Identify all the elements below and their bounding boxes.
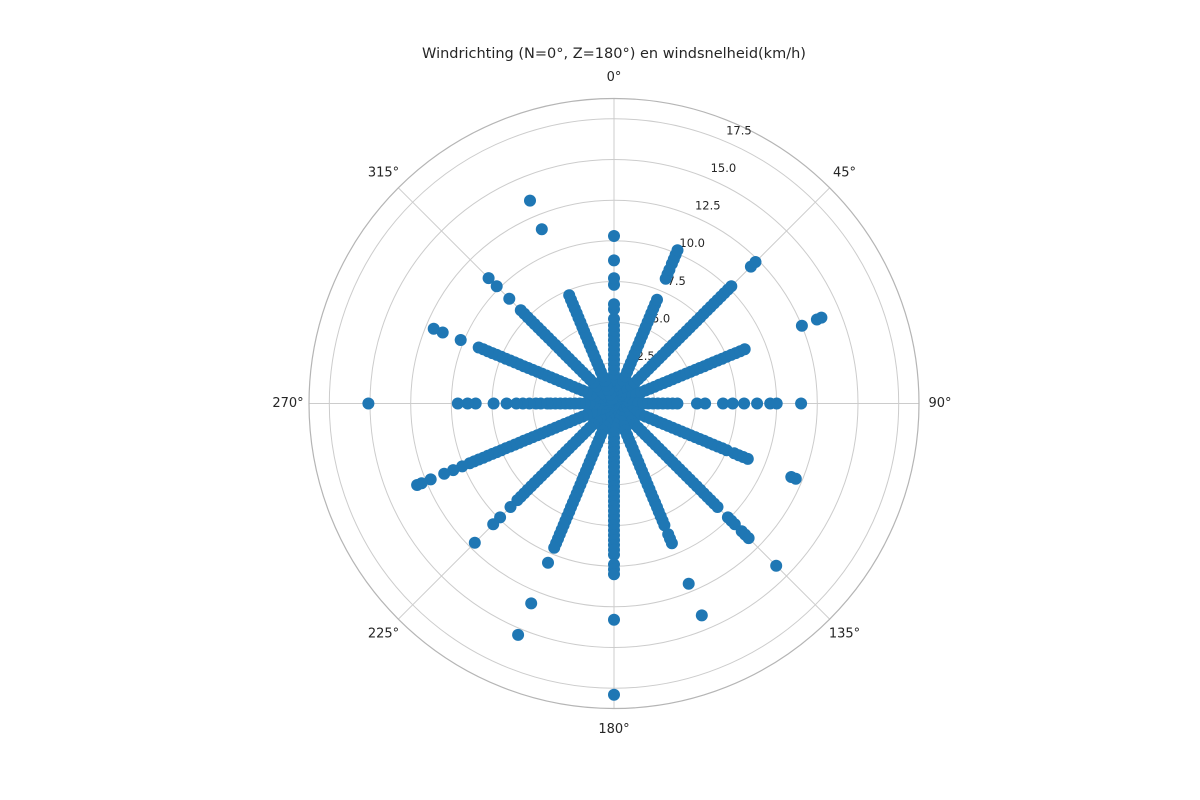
data-point [548, 541, 561, 554]
data-point [510, 397, 523, 410]
data-point [738, 343, 751, 356]
data-point [726, 397, 739, 410]
radial-tick-label: 12.5 [695, 199, 721, 213]
data-point [795, 397, 808, 410]
data-point [535, 223, 548, 236]
theta-tick-label: 0° [607, 70, 622, 85]
data-point [525, 597, 538, 610]
chart-title: Windrichting (N=0°, Z=180°) en windsnelh… [422, 46, 806, 62]
data-point [563, 289, 576, 302]
theta-tick-label: 180° [598, 722, 629, 737]
data-point [608, 688, 620, 701]
data-point [514, 304, 527, 317]
data-point [789, 472, 802, 485]
data-point [608, 272, 620, 285]
data-point [751, 397, 764, 410]
data-point [717, 397, 729, 410]
theta-tick-label: 135° [829, 627, 860, 642]
radial-tick-label: 10.0 [679, 236, 705, 250]
data-point [454, 334, 467, 346]
theta-tick-label: 315° [368, 166, 399, 181]
data-point [490, 280, 503, 293]
data-point [500, 397, 513, 410]
data-point [427, 322, 440, 335]
data-point [472, 341, 485, 354]
data-point [447, 464, 460, 477]
data-point [671, 244, 684, 257]
data-point [436, 326, 449, 339]
radial-tick-label: 17.5 [726, 124, 752, 138]
data-point [749, 256, 762, 268]
data-point [451, 397, 464, 410]
data-point [608, 312, 620, 325]
data-point [738, 397, 751, 410]
data-point [795, 319, 808, 332]
data-point [608, 568, 620, 581]
data-point [741, 452, 754, 465]
theta-tick-label: 45° [833, 166, 856, 181]
data-point [504, 501, 517, 513]
data-point [608, 548, 620, 561]
data-point [424, 473, 437, 486]
data-point [411, 479, 424, 491]
radial-gridline [410, 199, 818, 608]
data-point [456, 460, 469, 473]
data-point [503, 292, 516, 305]
data-point [512, 628, 525, 641]
data-point [608, 298, 620, 311]
theta-tick-label: 90° [928, 396, 951, 411]
radial-tick-label: 15.0 [711, 161, 737, 175]
data-point [651, 293, 663, 306]
radial-gridline [328, 118, 900, 689]
data-point [487, 397, 500, 410]
data-point [461, 397, 474, 410]
data-point [524, 194, 536, 207]
data-point [699, 397, 712, 410]
data-point [770, 559, 783, 572]
data-point [482, 272, 495, 285]
outer-ring [308, 97, 920, 710]
data-point [608, 613, 620, 626]
data-point [608, 230, 620, 242]
data-point [487, 518, 500, 531]
data-point [658, 519, 671, 532]
theta-tick-label: 270° [272, 396, 303, 411]
data-point [671, 397, 684, 410]
theta-tick-label: 225° [368, 627, 399, 642]
data-point [542, 556, 554, 569]
data-point [695, 609, 708, 622]
data-point [711, 501, 724, 513]
data-point [742, 532, 755, 545]
data-point [468, 536, 481, 549]
data-point [725, 280, 738, 293]
data-point [438, 467, 451, 480]
data-point [608, 254, 620, 267]
data-point [665, 537, 678, 550]
data-point [362, 397, 375, 410]
data-point [770, 397, 783, 410]
data-point [815, 311, 828, 324]
data-point [682, 577, 695, 590]
